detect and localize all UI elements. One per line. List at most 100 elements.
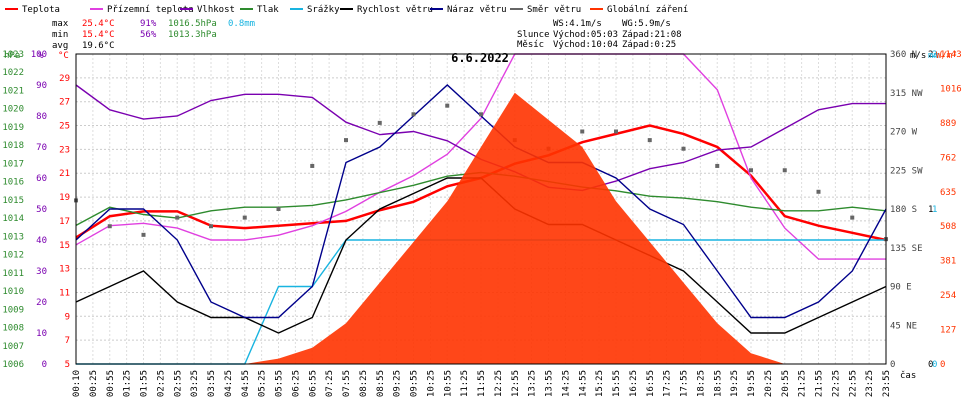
pct-axis-tick: 0 <box>42 360 47 370</box>
stat-max-temp: 25.4°C <box>82 19 115 29</box>
x-tick: 00:25 <box>89 370 99 397</box>
wind-dir-point <box>175 215 180 220</box>
mm-unit: mm <box>928 51 939 61</box>
hpa-axis-tick: 1019 <box>2 123 24 133</box>
series-line <box>75 53 886 260</box>
pct-axis-tick: 90 <box>36 81 47 91</box>
x-tick: 21:25 <box>798 370 808 397</box>
temp-axis-tick: 21 <box>59 169 70 179</box>
temp-axis-tick: 15 <box>59 241 70 251</box>
pct-axis-tick: 40 <box>36 236 47 246</box>
legend-label: Teplota <box>22 5 60 15</box>
legend: Teplota Přízemní teplota Vlhkost Tlak Srážky… <box>5 5 688 15</box>
wind-dir-point <box>580 129 585 134</box>
hpa-axis-tick: 1017 <box>2 159 24 169</box>
wm2-axis-tick: 1143 <box>940 50 962 60</box>
x-tick: 00:10 <box>72 370 82 397</box>
astro-panel: WS:4.1m/s WG:5.9m/s Slunce Východ:05:03 … <box>517 19 682 50</box>
stat-max-hum: 91% <box>140 19 157 29</box>
astro-slunce-set: Západ:21:08 <box>622 30 682 40</box>
plot-frame <box>75 53 887 365</box>
x-tick: 15:25 <box>595 370 605 397</box>
x-tick: 03:25 <box>190 370 200 397</box>
x-tick: 08:25 <box>359 370 369 397</box>
x-tick: 20:25 <box>764 370 774 397</box>
wind-dir-point <box>681 146 686 151</box>
temp-axis-tick: 19 <box>59 193 70 203</box>
hpa-axis-tick: 1016 <box>2 178 24 188</box>
temp-axis-tick: 17 <box>59 217 70 227</box>
legend-label: Přízemní teplota <box>107 5 194 15</box>
wm2-axis-tick: 381 <box>940 257 956 267</box>
wind-dir-point <box>411 112 416 117</box>
temp-unit: °C <box>58 51 69 61</box>
x-tick: 17:25 <box>663 370 673 397</box>
wind-dir-point <box>614 129 618 134</box>
x-tick: 19:55 <box>747 370 757 397</box>
pct-axis-tick: 80 <box>36 112 47 122</box>
hpa-axis-tick: 1021 <box>2 86 24 96</box>
x-tick: 15:55 <box>612 370 622 397</box>
x-tick: 11:55 <box>477 370 487 397</box>
wm2-axis-tick: 0 <box>940 360 945 370</box>
wm2-axis-tick: 889 <box>940 119 956 129</box>
temp-axis-tick: 27 <box>59 98 70 108</box>
wind-dir-point <box>242 215 247 220</box>
stat-min-press: 1013.3hPa <box>168 30 217 40</box>
x-tick: 00:55 <box>106 370 116 397</box>
wm2-axis-tick: 508 <box>940 222 956 232</box>
wind-dir-point <box>276 207 281 211</box>
astro-slunce-rise: Východ:05:03 <box>553 30 618 40</box>
legend-label: Rychlost větru <box>357 5 433 15</box>
x-tick: 13:25 <box>528 370 538 397</box>
x-tick: 23:55 <box>882 370 892 397</box>
x-tick: 05:25 <box>258 370 268 397</box>
legend-label: Globální záření <box>607 5 688 15</box>
pct-axis-tick: 60 <box>36 174 47 184</box>
x-tick: 16:25 <box>629 370 639 397</box>
wind-dir-point <box>715 163 720 168</box>
hpa-axis-tick: 1014 <box>2 214 24 224</box>
x-tick: 23:25 <box>865 370 875 397</box>
series-area-globalni-zareni <box>244 92 785 365</box>
x-tick: 01:25 <box>123 370 133 397</box>
series-group <box>74 53 888 365</box>
wdir-axis-tick: 180 S <box>890 205 917 215</box>
wind-dir-point <box>344 138 348 143</box>
x-tick: 07:25 <box>325 370 335 397</box>
wind-dir-point <box>479 112 483 117</box>
x-tick: 17:55 <box>680 370 690 397</box>
temp-axis-tick: 5 <box>65 360 70 370</box>
temp-axis-tick: 11 <box>59 288 70 298</box>
astro-mesic-label: Měsíc <box>517 40 544 50</box>
x-tick: 05:55 <box>275 370 285 397</box>
hpa-axis-tick: 1012 <box>2 251 24 261</box>
wdir-axis-tick: 315 NW <box>890 89 923 99</box>
stat-min-temp: 15.4°C <box>82 30 115 40</box>
left-axes: 1006100710081009101010111012101310141015… <box>2 50 70 370</box>
x-tick: 04:25 <box>224 370 234 397</box>
x-tick: 09:25 <box>393 370 403 397</box>
wind-dir-point <box>445 103 450 108</box>
astro-slunce-label: Slunce <box>517 30 550 40</box>
x-tick: 22:55 <box>848 370 858 397</box>
x-tick: 12:55 <box>511 370 521 397</box>
ms-axis-tick: 2 <box>928 50 933 60</box>
pct-axis-tick: 20 <box>36 298 47 308</box>
pct-axis-tick: 30 <box>36 267 47 277</box>
pct-axis-tick: 100 <box>31 50 47 60</box>
hpa-axis-tick: 1008 <box>2 324 24 334</box>
temp-axis-tick: 7 <box>65 336 70 346</box>
wind-dir-point <box>816 189 821 194</box>
hpa-axis-tick: 1010 <box>2 287 24 297</box>
wdir-axis-tick: 225 SW <box>890 166 923 176</box>
x-tick: 18:25 <box>696 370 706 397</box>
mm-axis-tick: 0 <box>932 360 937 370</box>
mm-axis-tick: 1 <box>932 205 937 215</box>
x-tick: 07:55 <box>342 370 352 397</box>
wind-dir-point <box>850 215 855 220</box>
ms-unit: m/s <box>910 51 926 61</box>
wind-dir-point <box>782 168 787 173</box>
